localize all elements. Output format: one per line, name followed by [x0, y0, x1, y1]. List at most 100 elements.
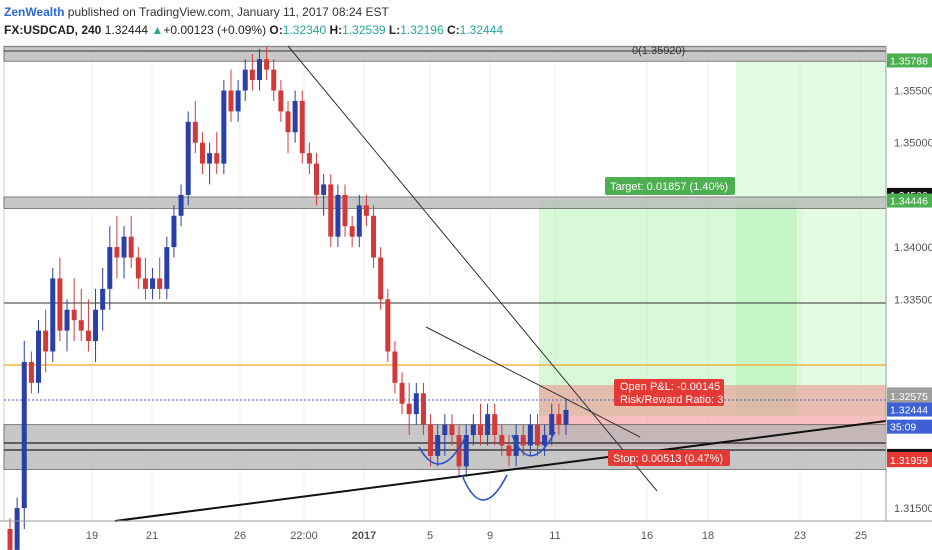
- uptrend-line[interactable]: [114, 420, 887, 522]
- candle-body[interactable]: [157, 278, 163, 289]
- candle-body[interactable]: [477, 424, 483, 436]
- candle-body[interactable]: [349, 226, 355, 237]
- candle-body[interactable]: [378, 257, 384, 300]
- candle-body[interactable]: [21, 361, 27, 509]
- candle-body[interactable]: [207, 153, 213, 164]
- candle-body[interactable]: [442, 424, 448, 436]
- time-tick-label: 22:00: [290, 530, 318, 542]
- candle-body[interactable]: [492, 414, 498, 436]
- right-shoulder-arc: [511, 431, 556, 457]
- candle-body[interactable]: [221, 90, 227, 164]
- candle-body[interactable]: [249, 69, 255, 81]
- candle-body[interactable]: [449, 424, 455, 436]
- candle-body[interactable]: [406, 403, 412, 415]
- candle-body[interactable]: [164, 247, 170, 289]
- candle-body[interactable]: [420, 393, 426, 425]
- candle-body[interactable]: [314, 163, 320, 195]
- candle-body[interactable]: [485, 414, 491, 436]
- candle-body[interactable]: [285, 111, 291, 133]
- candle-body[interactable]: [306, 153, 312, 164]
- brand-logo[interactable]: ZenWealth: [4, 5, 65, 19]
- candle-body[interactable]: [264, 59, 270, 70]
- candle-body[interactable]: [470, 424, 476, 436]
- candle-body[interactable]: [321, 184, 327, 195]
- time-tick-label: 16: [641, 530, 653, 542]
- candle-body[interactable]: [7, 528, 13, 550]
- candle-body[interactable]: [50, 278, 56, 352]
- price-tick-label: 1.31500: [894, 503, 932, 515]
- candle-body[interactable]: [14, 508, 20, 550]
- time-tick-label: 11: [549, 530, 560, 542]
- candle-body[interactable]: [520, 435, 526, 446]
- candle-body[interactable]: [385, 299, 391, 352]
- candle-body[interactable]: [93, 309, 99, 342]
- candle-body[interactable]: [178, 194, 184, 216]
- candle-body[interactable]: [392, 351, 398, 383]
- price-tag-label: 1.32444: [890, 405, 928, 417]
- candle-body[interactable]: [128, 236, 134, 258]
- candle-body[interactable]: [549, 414, 555, 436]
- candle-body[interactable]: [271, 69, 277, 91]
- high-label: H:: [329, 23, 343, 37]
- candle-body[interactable]: [456, 435, 462, 467]
- candle-body[interactable]: [363, 205, 369, 216]
- candle-body[interactable]: [214, 153, 220, 164]
- candle-body[interactable]: [171, 215, 177, 248]
- candle-body[interactable]: [121, 236, 127, 258]
- downtrend-line[interactable]: [287, 45, 658, 492]
- candle-body[interactable]: [342, 194, 348, 227]
- candle-body[interactable]: [399, 382, 405, 404]
- candle-body[interactable]: [185, 121, 191, 195]
- publish-text: published on TradingView.com, January 11…: [64, 5, 389, 19]
- candle-body[interactable]: [114, 247, 120, 258]
- price-tag-label: 1.32575: [890, 391, 928, 403]
- candle-body[interactable]: [435, 435, 441, 456]
- candle-body[interactable]: [256, 59, 262, 81]
- candle-body[interactable]: [506, 445, 512, 456]
- candle-body[interactable]: [64, 309, 70, 331]
- candle-body[interactable]: [428, 424, 434, 456]
- candle-body[interactable]: [228, 90, 234, 112]
- candle-body[interactable]: [85, 330, 91, 342]
- open-value: 1.32340: [282, 23, 327, 37]
- candle-body[interactable]: [71, 309, 77, 321]
- price-tag-label: 35:09: [890, 422, 916, 434]
- candle-body[interactable]: [299, 100, 305, 154]
- candle-body[interactable]: [542, 435, 548, 446]
- candle-body[interactable]: [292, 100, 298, 133]
- candle-body[interactable]: [150, 278, 156, 289]
- candle-body[interactable]: [556, 414, 562, 425]
- candle-body[interactable]: [371, 215, 377, 258]
- candle-body[interactable]: [43, 330, 49, 352]
- candle-body[interactable]: [335, 194, 341, 237]
- candle-body[interactable]: [413, 393, 419, 415]
- low-value: 1.32196: [400, 23, 444, 37]
- price-axis[interactable]: [886, 46, 932, 521]
- candle-body[interactable]: [28, 361, 34, 383]
- candle-body[interactable]: [527, 424, 533, 446]
- candle-body[interactable]: [328, 184, 334, 237]
- symbol-label[interactable]: FX:USDCAD, 240: [4, 23, 102, 37]
- candle-body[interactable]: [356, 205, 362, 237]
- candle-body[interactable]: [563, 409, 569, 425]
- candle-body[interactable]: [534, 424, 540, 446]
- candle-body[interactable]: [278, 90, 284, 112]
- candle-body[interactable]: [192, 121, 198, 143]
- candle-body[interactable]: [142, 278, 148, 289]
- candle-body[interactable]: [100, 288, 106, 310]
- candle-body[interactable]: [57, 278, 63, 331]
- candle-body[interactable]: [513, 435, 519, 456]
- candle-body[interactable]: [78, 320, 84, 331]
- pnl-label: Open P&L: -0.00145: [620, 381, 720, 393]
- candle-body[interactable]: [463, 435, 469, 467]
- candle-body[interactable]: [235, 90, 241, 112]
- change-arrow-icon: ▲: [151, 23, 164, 37]
- candle-body[interactable]: [135, 257, 141, 279]
- wedge-upper-line[interactable]: [425, 326, 641, 438]
- candle-body[interactable]: [242, 69, 248, 91]
- candle-body[interactable]: [499, 435, 505, 446]
- candle-body[interactable]: [199, 142, 205, 164]
- candle-body[interactable]: [36, 330, 42, 383]
- candle-body[interactable]: [107, 247, 113, 289]
